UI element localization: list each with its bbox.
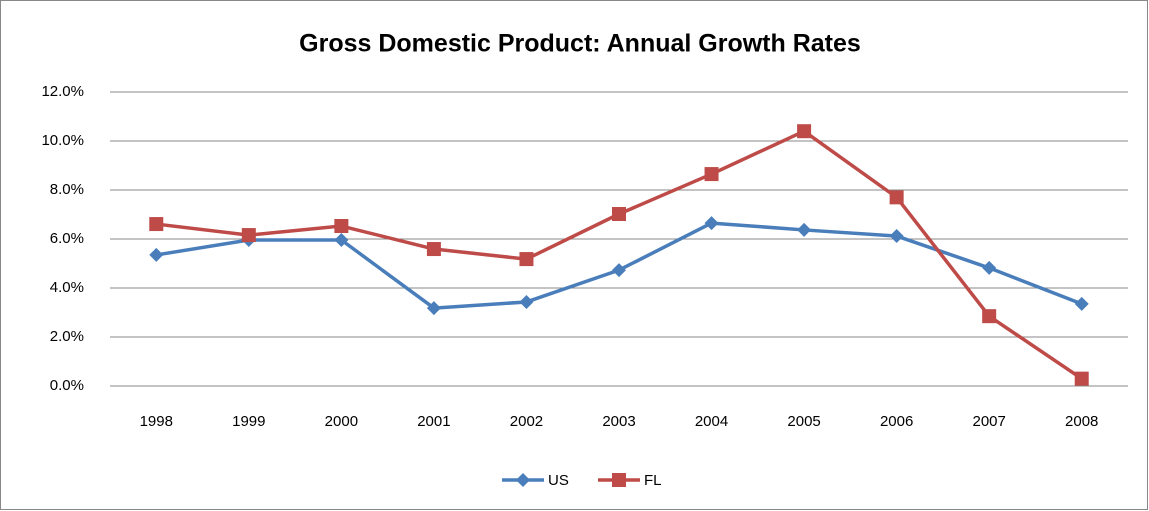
data-point [889, 229, 904, 244]
y-tick-label: 12.0% [41, 83, 84, 100]
data-point [426, 242, 441, 257]
data-point [334, 219, 349, 234]
legend-marker [516, 473, 530, 487]
y-tick-label: 4.0% [50, 279, 84, 296]
data-point [334, 232, 349, 247]
x-tick-label: 2006 [880, 413, 913, 430]
data-point [797, 124, 812, 139]
data-point [1074, 371, 1089, 386]
x-tick-label: 2000 [325, 413, 358, 430]
y-tick-label: 10.0% [41, 132, 84, 149]
data-point [426, 301, 441, 316]
y-tick-label: 2.0% [50, 328, 84, 345]
data-point [149, 217, 164, 232]
y-tick-label: 6.0% [50, 230, 84, 247]
x-tick-label: 2003 [602, 413, 635, 430]
data-point [612, 207, 626, 222]
data-point [704, 167, 719, 182]
data-point [889, 190, 904, 205]
x-tick-label: 2005 [787, 413, 820, 430]
data-point [149, 247, 164, 262]
data-point [519, 252, 534, 267]
data-point [1074, 296, 1089, 311]
legend-label: FL [644, 472, 662, 489]
x-tick-label: 2002 [510, 413, 543, 430]
x-tick-label: 1999 [232, 413, 265, 430]
data-point [797, 222, 812, 237]
y-tick-label: 8.0% [50, 181, 84, 198]
data-point [704, 216, 719, 231]
data-point [982, 260, 997, 275]
data-point [612, 263, 626, 278]
x-tick-label: 2004 [695, 413, 728, 430]
x-tick-label: 2007 [972, 413, 1005, 430]
chart-title: Gross Domestic Product: Annual Growth Ra… [299, 30, 861, 58]
x-tick-label: 2008 [1065, 413, 1098, 430]
legend-label: US [548, 472, 569, 489]
legend-marker [612, 473, 626, 487]
y-tick-label: 0.0% [50, 377, 84, 394]
x-tick-label: 2001 [417, 413, 450, 430]
x-tick-label: 1998 [140, 413, 173, 430]
data-point [241, 228, 256, 243]
data-point [982, 309, 997, 324]
data-point [519, 294, 534, 309]
